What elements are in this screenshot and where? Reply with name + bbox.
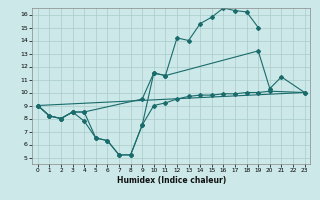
X-axis label: Humidex (Indice chaleur): Humidex (Indice chaleur)	[116, 176, 226, 185]
